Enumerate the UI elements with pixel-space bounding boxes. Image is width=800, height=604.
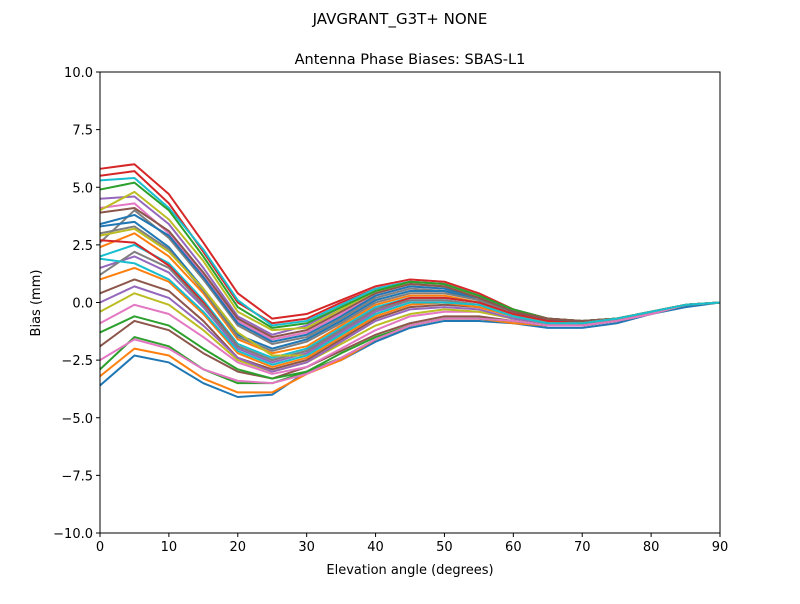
x-tick-label: 80 bbox=[643, 540, 660, 555]
x-tick-label: 10 bbox=[161, 540, 178, 555]
x-tick-label: 50 bbox=[436, 540, 453, 555]
y-tick-label: −2.5 bbox=[61, 354, 93, 369]
series-line-29 bbox=[99, 257, 721, 366]
x-tick-label: 60 bbox=[505, 540, 522, 555]
y-tick-label: 10.0 bbox=[64, 66, 93, 81]
y-tick-label: 0.0 bbox=[72, 297, 93, 312]
x-tick-label: 30 bbox=[298, 540, 315, 555]
x-tick-label: 70 bbox=[574, 540, 591, 555]
y-axis: 10.0 7.5 5.0 2.5 0.0 −2.5 −5.0 −7.5 −10.0 bbox=[53, 66, 100, 542]
x-tick-label: 0 bbox=[96, 540, 104, 555]
y-tick-label: 7.5 bbox=[72, 124, 93, 139]
series-line-26 bbox=[99, 301, 721, 385]
x-axis-label: Elevation angle (degrees) bbox=[326, 563, 493, 578]
y-axis-label: Bias (mm) bbox=[29, 270, 44, 337]
series-lines bbox=[99, 163, 721, 399]
y-tick-label: 2.5 bbox=[72, 239, 93, 254]
chart-title: Antenna Phase Biases: SBAS-L1 bbox=[295, 52, 526, 68]
y-tick-label: −7.5 bbox=[61, 469, 93, 484]
x-tick-label: 90 bbox=[712, 540, 729, 555]
x-tick-label: 20 bbox=[230, 540, 247, 555]
series-line-0 bbox=[99, 301, 721, 399]
y-tick-label: −10.0 bbox=[53, 527, 93, 542]
x-tick-label: 40 bbox=[367, 540, 384, 555]
figure-suptitle: JAVGRANT_G3T+ NONE bbox=[312, 10, 488, 29]
y-tick-label: 5.0 bbox=[72, 181, 93, 196]
y-tick-label: −5.0 bbox=[61, 412, 93, 427]
x-axis: 0 10 20 30 40 50 60 70 80 90 bbox=[96, 533, 728, 555]
